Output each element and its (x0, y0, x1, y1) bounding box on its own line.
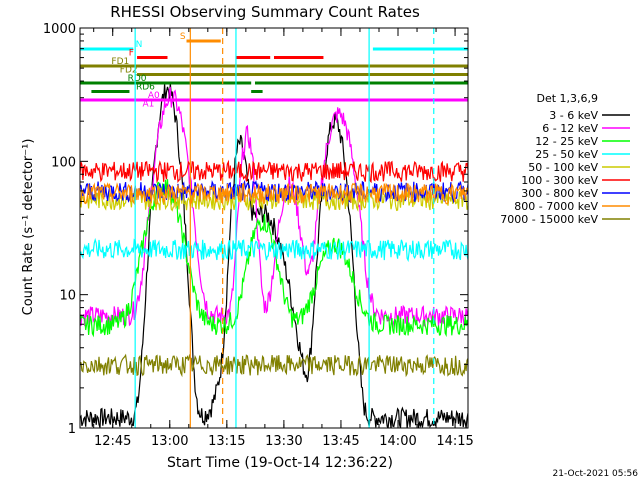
x-tick-label: 13:15 (208, 434, 245, 449)
series-line-5 (80, 159, 468, 184)
flag-label-s: S (180, 32, 186, 42)
series-line-3 (80, 237, 468, 263)
legend-label-5: 100 - 300 keV (521, 174, 598, 187)
y-tick-label: 100 (51, 155, 76, 170)
footer-timestamp: 21-Oct-2021 05:56 (553, 469, 639, 479)
x-tick-label: 13:45 (322, 434, 359, 449)
y-tick-label: 10 (59, 289, 76, 304)
legend-label-1: 6 - 12 keV (542, 122, 598, 135)
legend-label-8: 7000 - 15000 keV (500, 213, 598, 226)
x-tick-label: 12:45 (94, 434, 131, 449)
plot-frame (79, 27, 469, 429)
series-layer (80, 82, 468, 428)
y-axis-label: Count Rate (s⁻¹ detector⁻¹) (21, 139, 36, 316)
flag-label-a0: A0 (148, 91, 160, 101)
legend-label-2: 12 - 25 keV (535, 135, 598, 148)
chart-title: RHESSI Observing Summary Count Rates (110, 3, 420, 21)
flag-label-rd6: RD6 (136, 83, 155, 93)
legend-label-7: 800 - 7000 keV (514, 200, 598, 213)
flag-label-rd0: RD0 (128, 74, 147, 84)
flag-label-fd2: FD2 (120, 66, 138, 76)
y-tick-label: 1000 (43, 22, 76, 37)
legend-label-0: 3 - 6 keV (549, 109, 598, 122)
x-tick-label: 13:30 (265, 434, 302, 449)
x-axis-label: Start Time (19-Oct-14 12:36:22) (167, 455, 393, 471)
axes: 1 10 100 1000 12:45 13:00 13:15 13:30 13:45 14:00… (43, 22, 474, 449)
y-tick-label: 1 (68, 422, 76, 437)
legend-label-6: 300 - 800 keV (521, 187, 598, 200)
flag-label-n: N (136, 40, 143, 50)
legend-label-4: 50 - 100 keV (528, 161, 598, 174)
series-line-2 (80, 179, 468, 338)
flag-label-a1: A1 (143, 100, 155, 110)
vertical-markers (134, 28, 435, 428)
legend-label-3: 25 - 50 keV (535, 148, 598, 161)
series-line-7 (80, 182, 468, 206)
flag-label-f: F (129, 49, 134, 59)
series-line-0 (80, 82, 468, 428)
x-tick-label: 13:00 (151, 434, 188, 449)
legend-title: Det 1,3,6,9 (536, 92, 598, 105)
series-line-8 (80, 353, 468, 378)
series-line-1 (80, 86, 468, 328)
flag-label-fd1: FD1 (111, 57, 129, 67)
x-tick-label: 14:00 (379, 434, 416, 449)
x-tick-label: 14:15 (436, 434, 473, 449)
